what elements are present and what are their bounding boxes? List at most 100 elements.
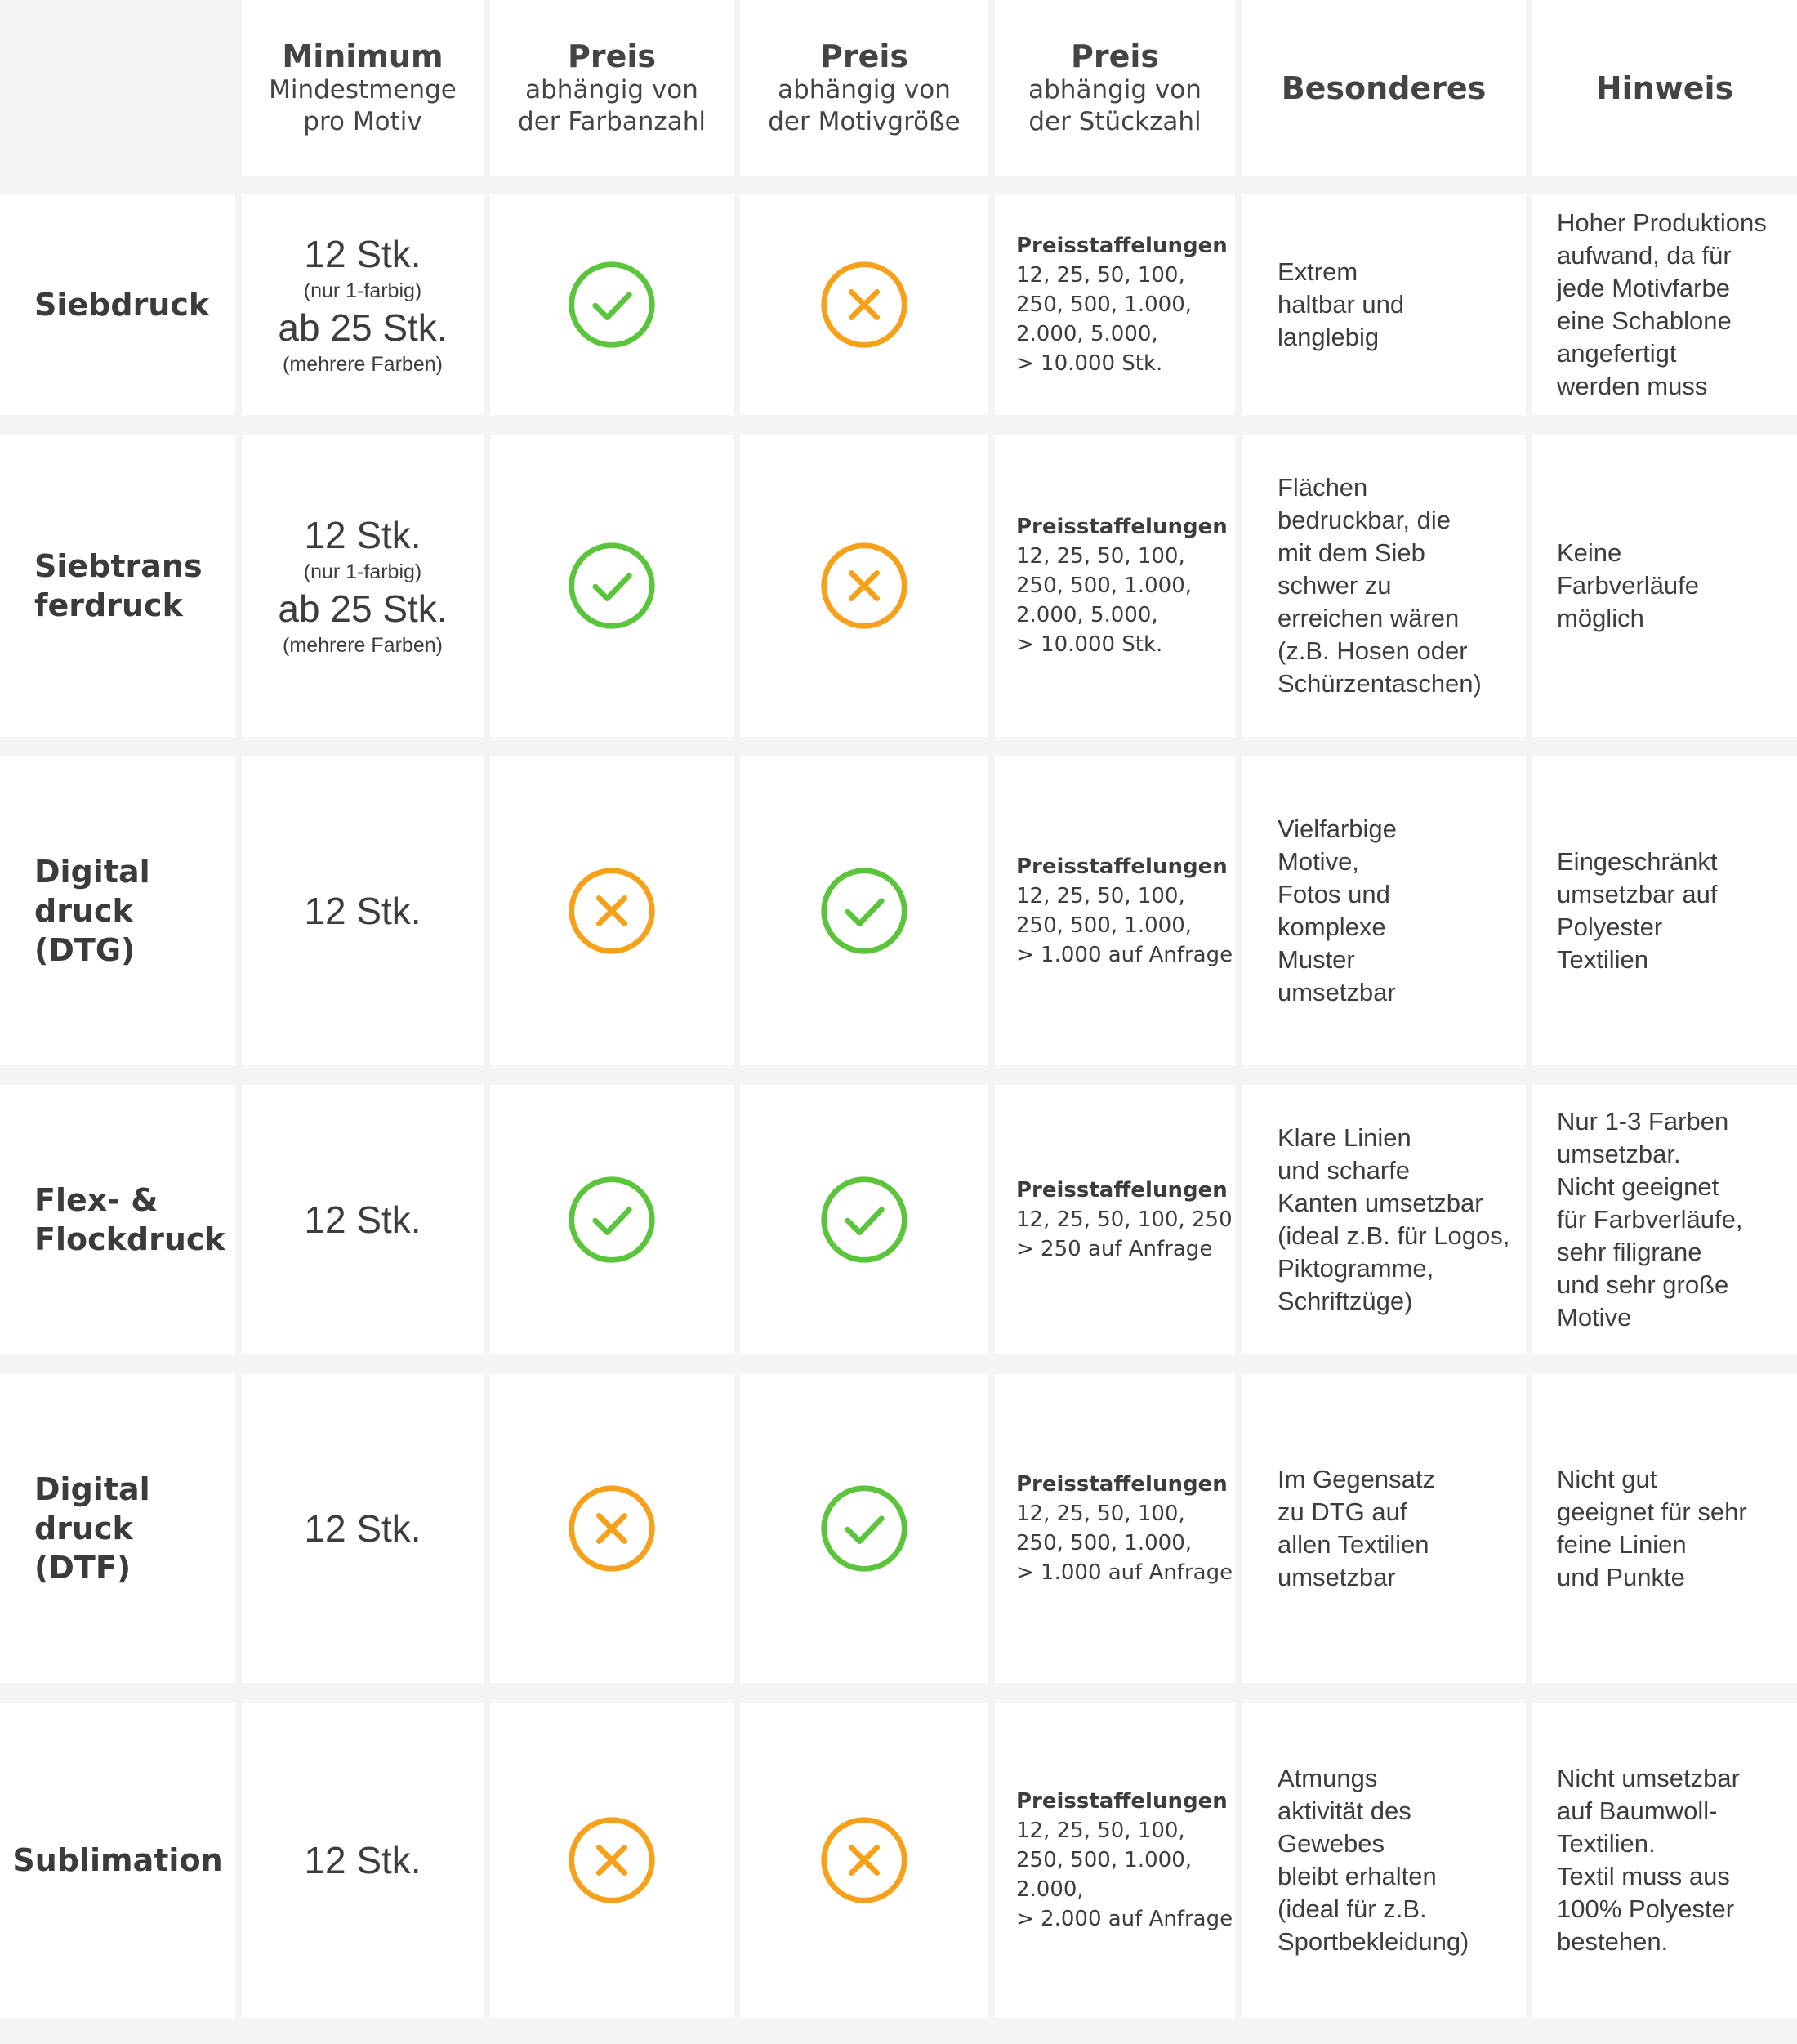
header-stueckzahl-title: Preis [1070,38,1159,74]
check-icon [818,865,910,957]
minimum-cell: 12 Stk. [242,1703,484,2018]
minimum-primary: 12 Stk. [304,1839,421,1881]
header-stueckzahl: Preis abhängig von der Stückzahl [995,0,1235,176]
header-hinweis-title: Hinweis [1595,70,1734,106]
cross-icon [818,540,910,631]
farbanzahl-cell [490,194,734,415]
farbanzahl-cell [490,435,734,737]
farbanzahl-cell [490,1703,734,2018]
row-name: Digital druck (DTG) [0,756,235,1065]
header-farbanzahl: Preis abhängig von der Farbanzahl [490,0,734,176]
check-icon [818,1174,910,1265]
minimum-secondary: ab 25 Stk. [278,306,448,349]
check-icon [566,259,658,350]
minimum-primary: 12 Stk. [304,1198,421,1241]
motivgroesse-cell [740,756,988,1065]
row-name: Flex- & Flockdruck [0,1085,235,1354]
price-block: Preisstaffelungen 12, 25, 50, 100, 250, 5… [1016,512,1228,659]
minimum-cell: 12 Stk. [242,1374,484,1683]
check-icon [566,1174,658,1265]
minimum-primary-note: (nur 1-farbig) [303,560,422,583]
price-title: Preisstaffelungen [1016,1178,1228,1203]
besonderes-text: Extrem haltbar und langlebig [1242,194,1526,415]
price-tiers: 12, 25, 50, 100, 250, 500, 1.000, 2.000,… [1016,263,1193,376]
minimum-cell: 12 Stk. (nur 1-farbig) ab 25 Stk. (mehrere … [242,435,484,737]
stueckzahl-cell: Preisstaffelungen 12, 25, 50, 100, 250 > … [995,1085,1235,1354]
cross-icon [566,1483,658,1574]
hinweis-text: Nur 1-3 Farben umsetzbar. Nicht geeignet… [1532,1085,1797,1354]
price-block: Preisstaffelungen 12, 25, 50, 100, 250 > … [1016,1176,1233,1264]
minimum-primary-note: (nur 1-farbig) [303,279,422,302]
hinweis-text: Eingeschränkt umsetzbar auf Polyester Te… [1532,756,1797,1065]
hinweis-text: Nicht gut geeignet für sehr feine Linien… [1532,1374,1797,1683]
cross-icon [818,1814,910,1906]
header-farbanzahl-sub: abhängig von der Farbanzahl [518,75,706,136]
price-title: Preisstaffelungen [1016,515,1228,539]
besonderes-text: Im Gegensatz zu DTG auf allen Textilien … [1242,1374,1526,1683]
price-title: Preisstaffelungen [1016,1789,1228,1814]
header-motivgroesse: Preis abhängig von der Motivgröße [740,0,988,176]
farbanzahl-cell [490,756,734,1065]
price-tiers: 12, 25, 50, 100, 250 > 250 auf Anfrage [1016,1207,1233,1261]
minimum-primary: 12 Stk. [304,1507,421,1550]
stueckzahl-cell: Preisstaffelungen 12, 25, 50, 100, 250, 5… [995,1703,1235,2018]
price-tiers: 12, 25, 50, 100, 250, 500, 1.000, 2.000,… [1016,544,1193,657]
cross-icon [818,259,910,350]
header-minimum-sub: Mindestmenge pro Motiv [269,75,457,136]
motivgroesse-cell [740,1703,988,2018]
header-hinweis: Hinweis [1532,0,1797,176]
price-tiers: 12, 25, 50, 100, 250, 500, 1.000, > 1.00… [1016,884,1233,967]
motivgroesse-cell [740,194,988,415]
motivgroesse-cell [740,435,988,737]
minimum-secondary: ab 25 Stk. [278,587,448,630]
hinweis-text: Keine Farbverläufe möglich [1532,435,1797,737]
besonderes-text: Flächen bedruckbar, die mit dem Sieb sch… [1242,435,1526,737]
motivgroesse-cell [740,1085,988,1354]
minimum-secondary-note: (mehrere Farben) [283,634,443,657]
price-tiers: 12, 25, 50, 100, 250, 500, 1.000, > 1.00… [1016,1502,1233,1585]
header-farbanzahl-title: Preis [567,38,656,74]
stueckzahl-cell: Preisstaffelungen 12, 25, 50, 100, 250, 5… [995,194,1235,415]
header-motivgroesse-sub: abhängig von der Motivgröße [768,75,961,136]
farbanzahl-cell [490,1374,734,1683]
minimum-cell: 12 Stk. [242,756,484,1065]
row-name: Siebtrans ferdruck [0,435,235,737]
price-block: Preisstaffelungen 12, 25, 50, 100, 250, 5… [1016,1470,1233,1587]
price-title: Preisstaffelungen [1016,855,1228,879]
header-motivgroesse-title: Preis [819,38,908,74]
motivgroesse-cell [740,1374,988,1683]
row-name: Sublimation [0,1703,235,2018]
header-stueckzahl-sub: abhängig von der Stückzahl [1028,75,1202,136]
price-tiers: 12, 25, 50, 100, 250, 500, 1.000, 2.000,… [1016,1819,1233,1931]
row-name: Digital druck (DTF) [0,1374,235,1683]
minimum-secondary-note: (mehrere Farben) [283,353,443,376]
besonderes-text: Atmungs aktivität des Gewebes bleibt erh… [1242,1703,1526,2018]
header-minimum-title: Minimum [282,38,444,74]
minimum-cell: 12 Stk. (nur 1-farbig) ab 25 Stk. (mehrere … [242,194,484,415]
besonderes-text: Klare Linien und scharfe Kanten umsetzba… [1242,1085,1526,1354]
besonderes-text: Vielfarbige Motive, Fotos und komplexe M… [1242,756,1526,1065]
price-block: Preisstaffelungen 12, 25, 50, 100, 250, 5… [1016,231,1228,378]
header-besonderes-title: Besonderes [1281,70,1487,106]
price-title: Preisstaffelungen [1016,234,1228,258]
price-block: Preisstaffelungen 12, 25, 50, 100, 250, 5… [1016,1787,1233,1934]
price-title: Preisstaffelungen [1016,1472,1228,1497]
farbanzahl-cell [490,1085,734,1354]
minimum-primary: 12 Stk. [304,233,421,275]
minimum-cell: 12 Stk. [242,1085,484,1354]
header-corner [0,0,235,176]
stueckzahl-cell: Preisstaffelungen 12, 25, 50, 100, 250, 5… [995,756,1235,1065]
price-block: Preisstaffelungen 12, 25, 50, 100, 250, 5… [1016,852,1233,970]
check-icon [818,1483,910,1574]
row-name: Siebdruck [0,194,235,415]
minimum-primary: 12 Stk. [304,514,421,556]
stueckzahl-cell: Preisstaffelungen 12, 25, 50, 100, 250, 5… [995,435,1235,737]
header-besonderes: Besonderes [1242,0,1526,176]
stueckzahl-cell: Preisstaffelungen 12, 25, 50, 100, 250, 5… [995,1374,1235,1683]
cross-icon [566,865,658,957]
hinweis-text: Nicht umsetzbar auf Baumwoll- Textilien.… [1532,1703,1797,2018]
header-minimum: Minimum Mindestmenge pro Motiv [242,0,484,176]
check-icon [566,540,658,631]
hinweis-text: Hoher Produktions aufwand, da für jede M… [1532,194,1797,415]
